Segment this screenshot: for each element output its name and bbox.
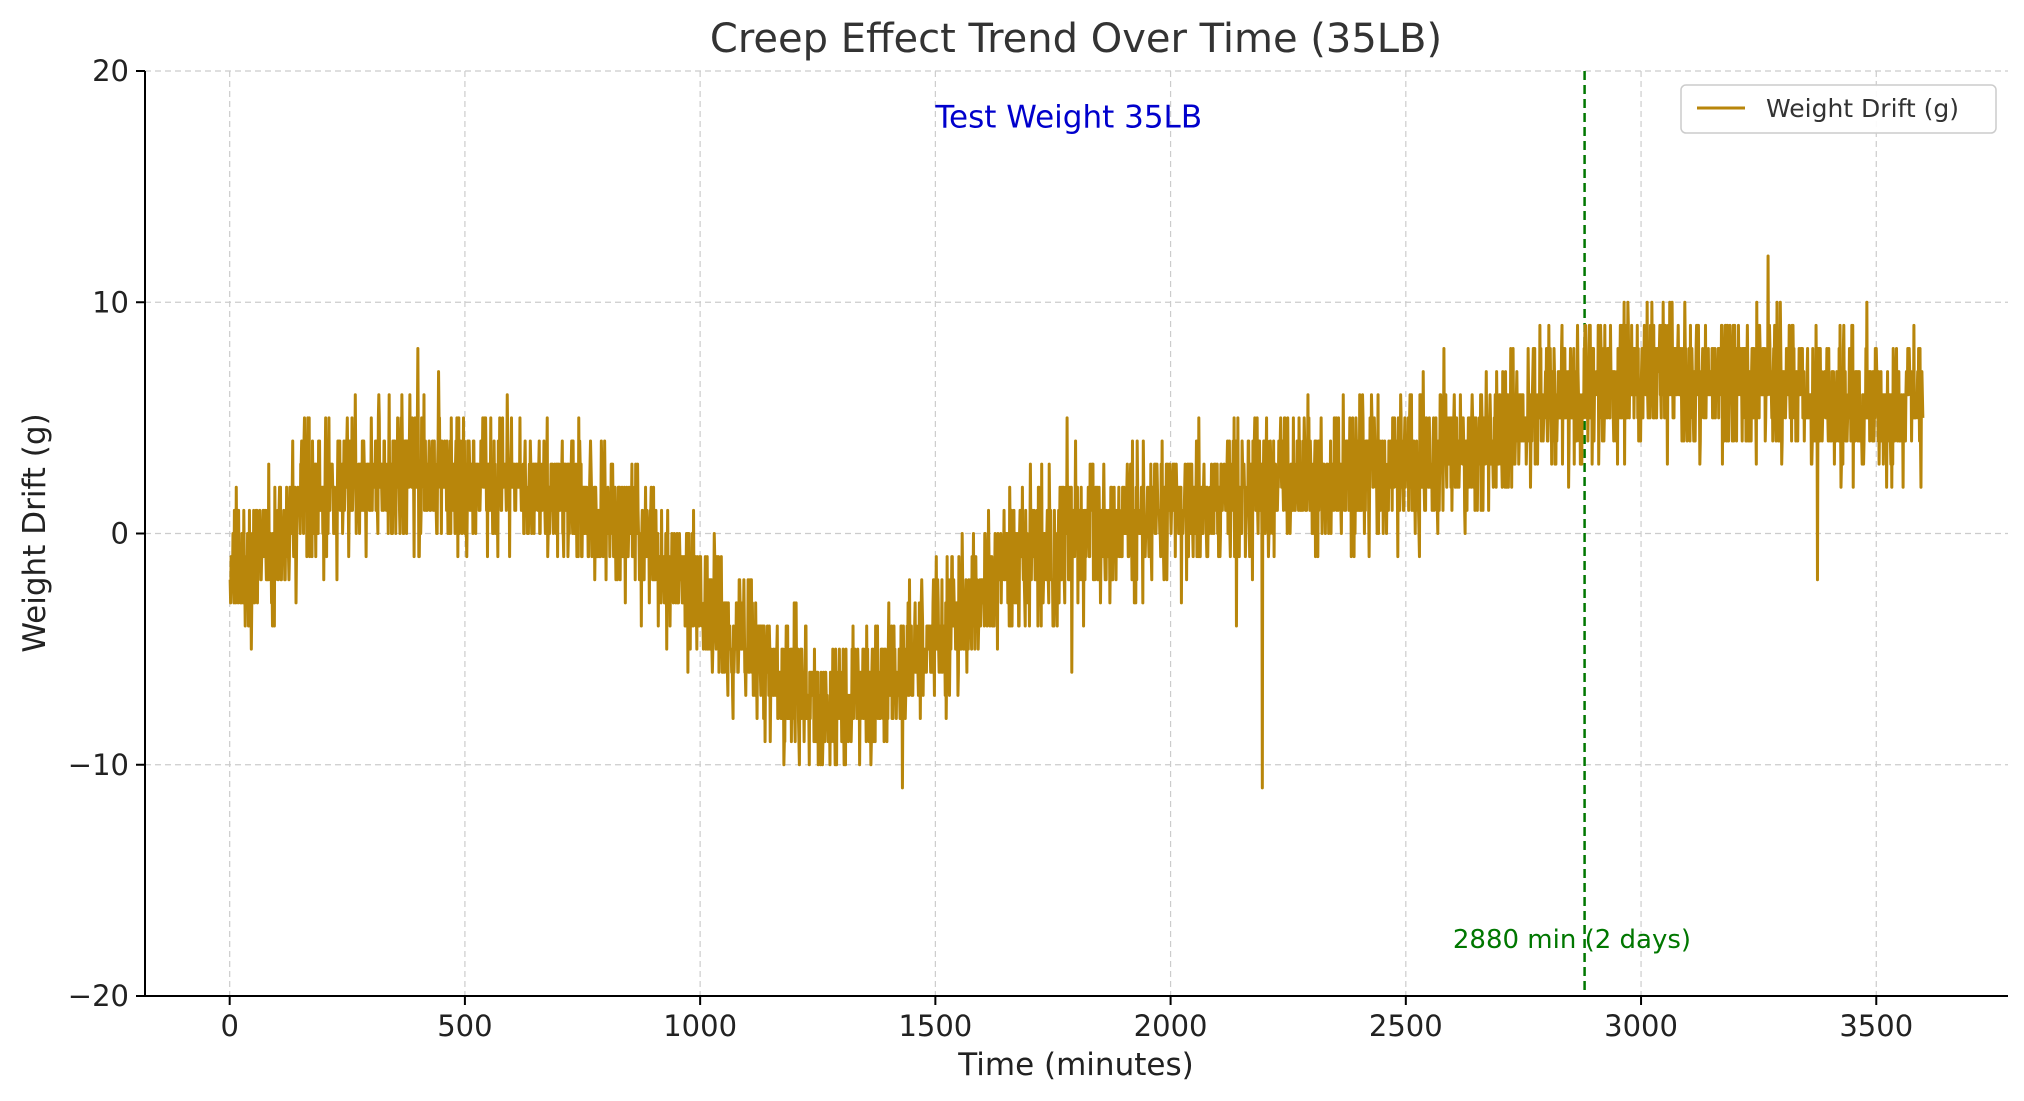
annotation-1: 2880 min (2 days) (1453, 925, 1691, 955)
y-tick-label-1: −10 (68, 748, 129, 782)
x-tick-label-2: 1000 (663, 1009, 737, 1043)
x-tick-label-0: 0 (220, 1009, 238, 1043)
annotations: Test Weight 35LB 2880 min (2 days) (934, 99, 1691, 955)
x-tick-label-4: 2000 (1134, 1009, 1208, 1043)
chart-title: Creep Effect Trend Over Time (35LB) (710, 16, 1442, 62)
y-axis-label: Weight Drift (g) (17, 413, 53, 652)
annotation-0: Test Weight 35LB (934, 99, 1202, 135)
x-axis-ticks: 0 500 1000 1500 2000 2500 3000 3500 (220, 996, 1913, 1043)
x-tick-label-5: 2500 (1369, 1009, 1443, 1043)
y-tick-label-2: 0 (111, 517, 129, 551)
y-tick-label-4: 20 (92, 54, 129, 88)
weight-drift-line (228, 254, 1925, 790)
x-tick-label-1: 500 (437, 1009, 492, 1043)
plot-area (228, 254, 1925, 790)
x-tick-label-7: 3500 (1839, 1009, 1913, 1043)
x-tick-label-6: 3000 (1604, 1009, 1678, 1043)
x-axis-label: Time (minutes) (957, 1047, 1193, 1083)
x-tick-label-3: 1500 (898, 1009, 972, 1043)
y-tick-label-0: −20 (68, 979, 129, 1013)
legend-box (1680, 84, 1997, 134)
y-axis-ticks: −20 −10 0 10 20 (68, 54, 145, 1013)
legend-label: Weight Drift (g) (1766, 94, 1959, 123)
y-tick-label-3: 10 (92, 285, 129, 319)
legend: Weight Drift (g) (1680, 84, 1997, 134)
